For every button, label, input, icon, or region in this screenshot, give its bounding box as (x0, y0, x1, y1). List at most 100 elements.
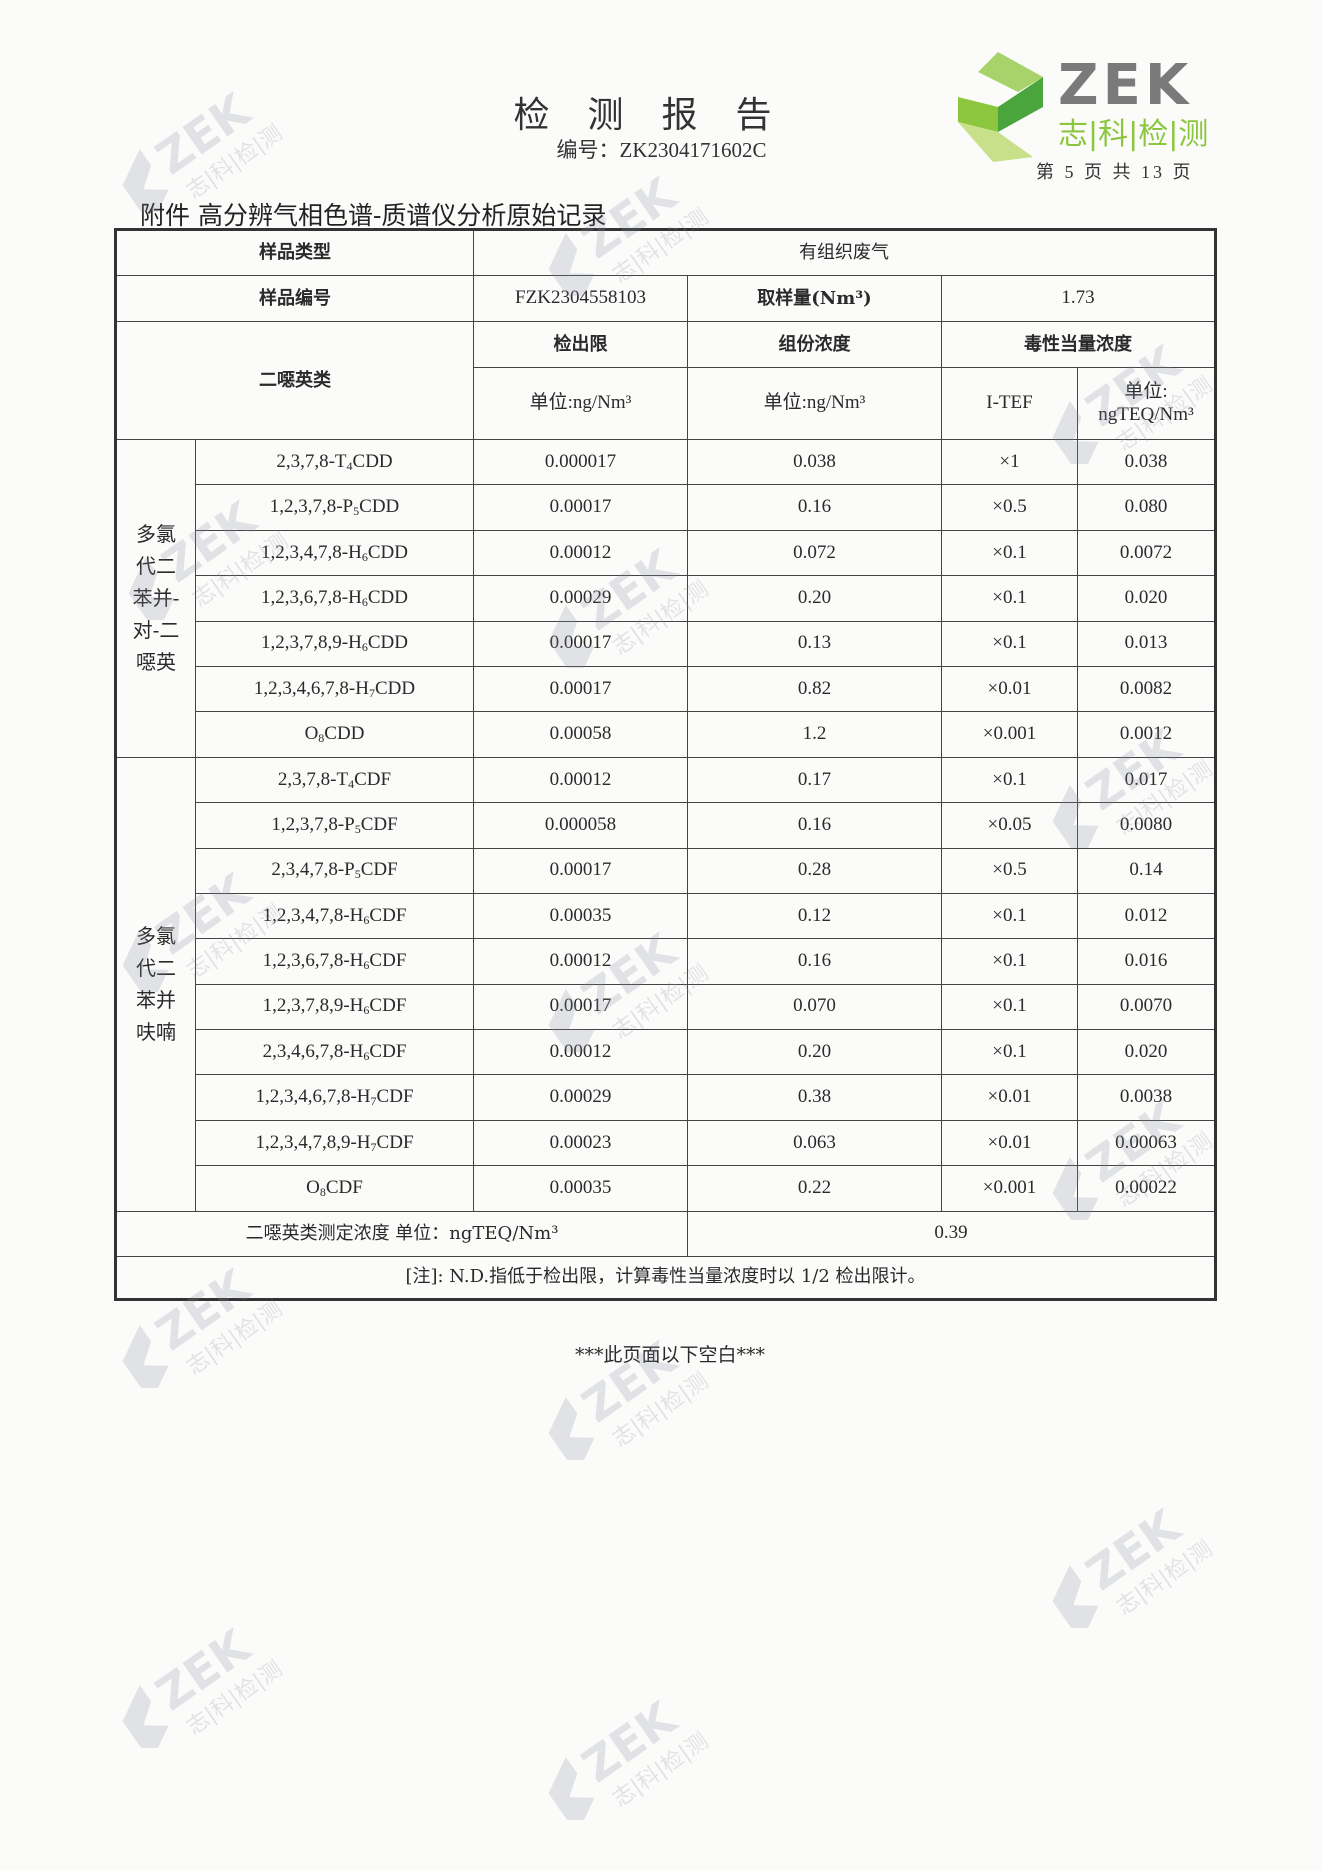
compound-name-part: 1,2,3,4,6,7,8-H (253, 677, 369, 699)
i-tef: ×0.1 (941, 892, 1078, 940)
compound-name: 1,2,3,4,7,8-H6CDD (195, 529, 474, 577)
i-tef: ×0.5 (941, 484, 1078, 531)
table-row: 2,3,4,6,7,8-H6CDF 0.00012 0.20 ×0.1 0.020 (116, 1029, 1216, 1076)
compound-name-part: 6 (361, 640, 368, 655)
concentration: 0.072 (687, 529, 942, 577)
compound-name-part: CDF (360, 859, 398, 881)
compound-name-part: 7 (370, 1094, 377, 1109)
sample-type-row: 样品类型 有组织废气 (115, 229, 1216, 276)
compound-name-part: CDF (369, 904, 407, 926)
compound-name-part: 1,2,3,6,7,8-H (261, 586, 362, 608)
detection-limit: 0.00029 (473, 575, 688, 622)
compound-name-part: 1,2,3,4,7,8-H (262, 904, 364, 926)
detection-limit: 0.00012 (473, 938, 688, 985)
concentration: 0.13 (687, 620, 942, 667)
compound-name: 2,3,7,8-T4CDF (195, 756, 474, 804)
compound-name-part: 6 (363, 958, 370, 973)
compound-name: 1,2,3,7,8,9-H6CDF (195, 983, 474, 1031)
group-label-line: 呋喃 (136, 1020, 176, 1045)
compound-name-part: 8 (318, 731, 325, 746)
detection-limit: 0.000058 (473, 802, 688, 849)
svg-text:ZEK: ZEK (146, 1618, 261, 1721)
unit-teq-b: ngTEQ/Nm³ (1098, 403, 1194, 425)
detection-limit: 0.00035 (473, 892, 688, 940)
compound-name: 2,3,4,7,8-P5CDF (195, 847, 474, 894)
compound-name-part: 7 (370, 1139, 377, 1154)
detection-limit: 0.00012 (473, 529, 688, 577)
group-label: 多氯 代二 苯并 呋喃 (115, 756, 196, 1212)
detection-limit: 0.00017 (473, 665, 688, 713)
compound-name-part: 1,2,3,4,7,8-H (261, 541, 362, 563)
compound-name-part: 8 (319, 1185, 326, 1200)
compound-name-part: CDD (367, 541, 408, 563)
teq-concentration: 0.0012 (1077, 711, 1216, 758)
annex-title: 附件 高分辨气相色谱-质谱仪分析原始记录 (140, 201, 607, 230)
compound-name-part: 1,2,3,4,6,7,8-H (255, 1086, 371, 1108)
compound-name-part: O (304, 723, 319, 745)
i-tef: ×0.001 (941, 1165, 1078, 1212)
compound-name-part: 1,2,3,4,7,8,9-H (255, 1131, 371, 1153)
detection-limit: 0.00017 (473, 983, 688, 1031)
compound-name-part: 2,3,4,6,7,8-H (262, 1040, 364, 1062)
report-number: 编号：ZK2304171602C (556, 138, 767, 162)
compound-name-part: CDD (367, 586, 408, 608)
i-tef: ×1 (941, 438, 1078, 486)
compound-name-part: 6 (361, 594, 368, 609)
total-label: 二噁英类测定浓度 单位：ngTEQ/Nm³ (115, 1210, 688, 1257)
detection-limit: 0.00017 (473, 847, 688, 894)
detection-limit: 0.000017 (473, 438, 688, 486)
detection-limit: 0.00023 (473, 1119, 688, 1167)
teq-concentration: 0.012 (1077, 892, 1216, 940)
teq-concentration: 0.0038 (1077, 1074, 1216, 1121)
group-label: 多氯 代二 苯并- 对-二 噁英 (115, 439, 196, 758)
teq-concentration: 0.0080 (1077, 802, 1216, 849)
total-value: 0.39 (687, 1210, 1216, 1257)
teq-concentration: 0.020 (1077, 575, 1216, 622)
compound-name: O8CDF (195, 1165, 474, 1212)
unit-concentration: 单位:ng/Nm³ (687, 367, 942, 440)
table-row: 1,2,3,7,8,9-H6CDD 0.00017 0.13 ×0.1 0.013 (116, 620, 1216, 667)
table-row: 1,2,3,4,7,8,9-H7CDF 0.00023 0.063 ×0.01 0.00… (116, 1119, 1216, 1167)
detection-limit: 0.00035 (473, 1165, 688, 1212)
sample-type-label: 样品类型 (115, 229, 474, 276)
compound-name-part: 4 (348, 776, 355, 791)
concentration: 1.2 (687, 711, 942, 758)
detection-limit: 0.00012 (473, 756, 688, 804)
svg-text:ZEK: ZEK (1058, 53, 1192, 118)
blank-below-notice: ***此页面以下空白*** (574, 1344, 765, 1366)
svg-text:志|科|检|测: 志|科|检|测 (182, 1297, 287, 1381)
sample-type-value: 有组织废气 (473, 229, 1216, 276)
compound-name-part: 5 (354, 821, 361, 836)
i-tef: ×0.01 (941, 1074, 1078, 1121)
group-label-line: 苯并- (132, 586, 180, 611)
col-detection-limit: 检出限 (473, 321, 688, 368)
concentration: 0.16 (687, 484, 942, 531)
compound-name-part: 1,2,3,7,8-P (271, 813, 355, 835)
i-tef: ×0.1 (941, 756, 1078, 804)
group-label-line: 代二 (136, 956, 176, 981)
report-title: 检测报告 (513, 95, 810, 136)
unit-detection-limit: 单位:ng/Nm³ (473, 367, 688, 440)
compound-name-part: CDD (359, 496, 400, 518)
teq-concentration: 0.00063 (1077, 1119, 1216, 1167)
table-row: 1,2,3,7,8,9-H6CDF 0.00017 0.070 ×0.1 0.0070 (116, 983, 1216, 1031)
detection-limit: 0.00029 (473, 1074, 688, 1121)
concentration: 0.16 (687, 938, 942, 985)
compound-name-part: CDF (376, 1131, 414, 1153)
concentration: 0.070 (687, 983, 942, 1031)
dioxin-label: 二噁英类 (115, 321, 474, 440)
compound-name-part: 1,2,3,6,7,8-H (262, 950, 364, 972)
compound-name: 1,2,3,4,7,8-H6CDF (195, 892, 474, 940)
table-row: 1,2,3,4,7,8-H6CDF 0.00035 0.12 ×0.1 0.012 (116, 892, 1216, 940)
page-number: 第 5 页 共 13 页 (1036, 162, 1194, 182)
table-row: 1,2,3,7,8-P5CDD 0.00017 0.16 ×0.5 0.080 (116, 484, 1216, 531)
compound-name-part: 5 (354, 867, 361, 882)
svg-text:ZEK: ZEK (572, 1690, 687, 1793)
detection-limit: 0.00017 (473, 484, 688, 531)
table-row: 2,3,4,7,8-P5CDF 0.00017 0.28 ×0.5 0.14 (116, 847, 1216, 894)
compound-name-part: CDD (374, 677, 416, 699)
compound-name: 1,2,3,7,8,9-H6CDD (195, 620, 474, 667)
detection-limit: 0.00058 (473, 711, 688, 758)
compound-name-part: 2,3,7,8-T (276, 450, 347, 472)
